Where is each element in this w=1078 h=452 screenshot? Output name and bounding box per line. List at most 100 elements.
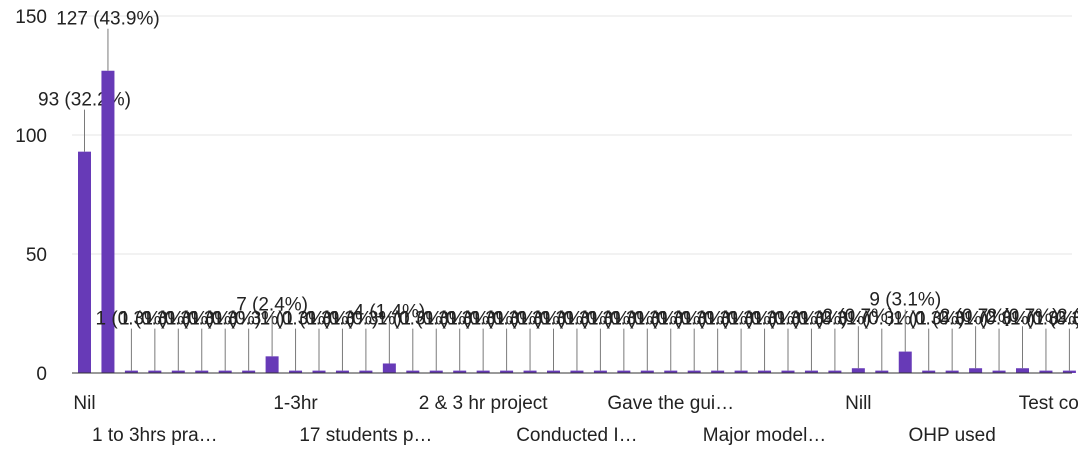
x-category-label: Nil	[73, 393, 95, 414]
bar-value-label: 1 (0.3%)	[611, 309, 683, 330]
bar-value-label: 1 (0.3%)	[283, 309, 355, 330]
y-tick-label: 150	[15, 7, 47, 28]
bar[interactable]	[640, 370, 654, 373]
x-category-label: 1-3hr	[273, 393, 318, 414]
bar-value-label: 1 (0.3%)	[541, 309, 613, 330]
bar-value-label: 1 (0.3%)	[307, 309, 379, 330]
bar[interactable]	[1039, 370, 1053, 373]
bar[interactable]	[523, 370, 537, 373]
bar-value-label: 127 (43.9%)	[56, 9, 160, 30]
bar-value-label: 1 (0.3%)	[213, 309, 285, 330]
bar[interactable]	[453, 370, 467, 373]
bar-value-label: 1 (0.3%)	[776, 309, 848, 330]
bar-value-label: 1 (0.3%)	[119, 309, 191, 330]
x-category-label: Nill	[845, 393, 871, 414]
bar[interactable]	[429, 370, 443, 373]
bar-value-label: 1 (0.3%)	[471, 309, 543, 330]
bar[interactable]	[78, 151, 91, 373]
bar[interactable]	[1016, 368, 1029, 373]
bar-value-label: 4 (1.4%)	[353, 301, 425, 322]
bar[interactable]	[898, 351, 912, 373]
bar[interactable]	[1062, 370, 1076, 373]
bar[interactable]	[922, 370, 936, 373]
x-category-label: Major model…	[703, 425, 827, 446]
bar-value-label: 1 (0.3%)	[916, 309, 988, 330]
bar[interactable]	[406, 370, 420, 373]
x-category-label: Test conduc	[1019, 393, 1078, 414]
bar[interactable]	[312, 370, 326, 373]
bar[interactable]	[218, 370, 232, 373]
bar-value-label: 2 (0.7%)	[987, 306, 1059, 327]
bar-value-label: 1 (0.3%)	[705, 309, 777, 330]
bar-value-label: 1 (0.3%)	[564, 309, 636, 330]
bar-value-label: 1 (0.3%)	[518, 309, 590, 330]
bar[interactable]	[335, 370, 349, 373]
bar-value-label: 1 (0.3%)	[635, 309, 707, 330]
y-tick-label: 50	[26, 245, 47, 266]
bar[interactable]	[945, 370, 959, 373]
bar-value-label: 1 (0.3%)	[330, 309, 402, 330]
bar[interactable]	[289, 370, 303, 373]
bar-value-label: 1 (0.3%)	[846, 309, 918, 330]
x-category-label: 1 to 3hrs pra…	[92, 425, 218, 446]
bar[interactable]	[382, 363, 396, 373]
bar[interactable]	[359, 370, 373, 373]
bar-value-label: 2 (0.7%)	[822, 306, 894, 327]
bar-value-label: 1 (0.3%)	[1010, 309, 1078, 330]
bar-value-label: 1 (0.3%)	[799, 309, 871, 330]
bar-value-label: 1 (0.3%)	[424, 309, 496, 330]
bar-value-label: 7 (2.4%)	[236, 294, 308, 315]
bar[interactable]	[171, 370, 185, 373]
bar[interactable]	[500, 370, 514, 373]
bar[interactable]	[101, 70, 115, 374]
bar[interactable]	[664, 370, 678, 373]
bar[interactable]	[711, 370, 725, 373]
bar[interactable]	[265, 356, 279, 373]
bar-value-label: 1 (0.3%)	[682, 309, 754, 330]
bar-value-label: 1 (0.3%)	[752, 309, 824, 330]
bar[interactable]	[148, 370, 162, 373]
bar-value-label: 1 (0.3%)	[588, 309, 660, 330]
bar[interactable]	[547, 370, 560, 373]
x-category-label: Gave the gui…	[607, 393, 734, 414]
bar-value-label: 1 (0.3%)	[1033, 309, 1078, 330]
bar[interactable]	[969, 368, 983, 373]
x-category-label: 2 & 3 hr project	[419, 393, 549, 414]
bar[interactable]	[195, 370, 209, 373]
y-tick-label: 0	[36, 364, 47, 385]
bar[interactable]	[734, 370, 748, 373]
bar[interactable]	[617, 370, 631, 373]
bar-value-label: 1 (0.3%)	[963, 309, 1035, 330]
bar[interactable]	[875, 370, 889, 373]
bar-value-label: 1 (0.3%)	[494, 309, 566, 330]
bar[interactable]	[804, 370, 818, 373]
bar-value-label: 1 (0.3%)	[189, 309, 261, 330]
bar[interactable]	[781, 370, 795, 373]
bar-value-label: 2 (0.7%)	[940, 306, 1012, 327]
x-category-label: 17 students p…	[299, 425, 432, 446]
bar-value-label: 9 (3.1%)	[869, 290, 941, 311]
bar-value-label: 1 (0.3%)	[377, 309, 449, 330]
bar[interactable]	[851, 368, 865, 373]
bar[interactable]	[687, 370, 701, 373]
bar-value-label: 1 (0.3%)	[166, 309, 238, 330]
bar[interactable]	[242, 370, 256, 373]
bar[interactable]	[570, 370, 584, 373]
bar[interactable]	[828, 370, 842, 373]
bar[interactable]	[593, 370, 607, 373]
bar-value-label: 1 (0.3%)	[400, 309, 472, 330]
bar[interactable]	[992, 370, 1006, 373]
bar[interactable]	[758, 370, 772, 373]
x-category-label: OHP used	[908, 425, 995, 446]
bar-value-label: 1 (0.3%)	[95, 309, 167, 330]
bar-value-label: 1 (0.3%)	[142, 309, 214, 330]
bar-value-label: 2 (0.7%)	[1057, 306, 1078, 327]
bar[interactable]	[124, 370, 138, 373]
bar[interactable]	[476, 370, 490, 373]
bar-value-label: 1 (0.3%)	[893, 309, 965, 330]
bar-value-label: 1 (0.3%)	[447, 309, 519, 330]
bar-value-label: 93 (32.2%)	[38, 90, 131, 111]
bar-value-label: 1 (0.3%)	[260, 309, 332, 330]
